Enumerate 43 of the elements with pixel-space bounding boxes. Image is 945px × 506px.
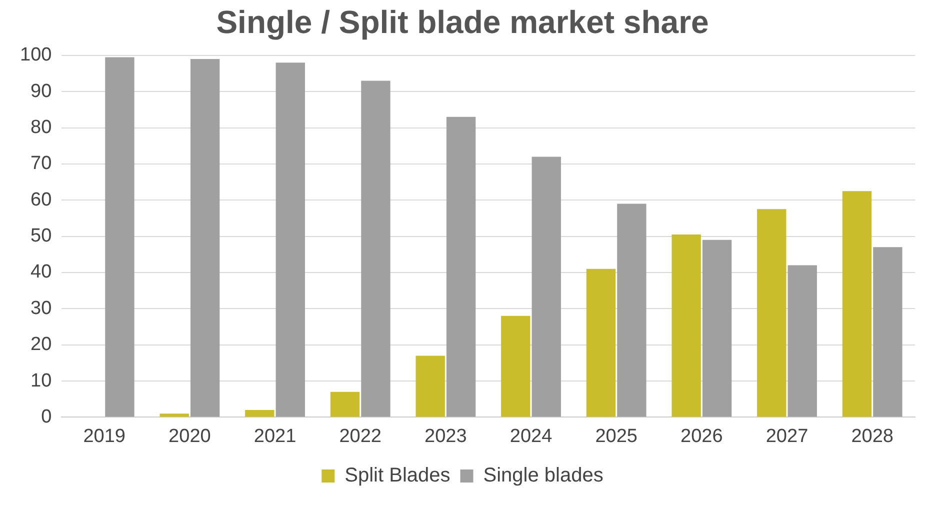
x-tick-label: 2028 [851,426,894,447]
bar [873,247,902,417]
bar [501,316,530,417]
legend-label: Single blades [483,464,604,487]
bar [190,59,220,417]
x-tick-label: 2023 [424,426,467,447]
x-tick-label: 2024 [510,426,553,447]
legend-label: Split Blades [344,464,450,487]
bar [842,191,872,417]
bar [105,57,134,417]
x-tick-label: 2021 [254,426,296,447]
bar [788,265,817,417]
bar [617,204,646,417]
bar [330,392,360,417]
bar [276,62,305,417]
y-tick-label: 70 [30,153,52,174]
bar [361,80,390,417]
bar [416,356,445,417]
y-tick-label: 30 [30,298,52,319]
x-tick-label: 2026 [680,426,723,447]
x-tick-label: 2019 [83,426,126,447]
y-tick-label: 0 [41,406,52,428]
chart-title: Single / Split blade market share [216,4,709,40]
x-tick-label: 2022 [339,426,382,447]
x-tick-label: 2025 [595,426,638,447]
y-tick-label: 10 [30,370,52,392]
y-tick-label: 20 [30,334,52,356]
bar [245,410,274,417]
y-tick-label: 40 [30,262,52,283]
bar [446,116,476,417]
bar [586,268,616,417]
x-tick-label: 2027 [766,426,808,447]
y-tick-label: 90 [30,80,52,102]
y-tick-label: 100 [20,44,52,66]
bar [702,240,732,417]
bar [160,414,189,417]
y-tick-label: 80 [30,116,52,138]
bar [757,209,786,417]
y-tick-label: 60 [30,189,52,210]
bar [672,234,701,417]
y-tick-label: 50 [30,226,52,247]
bar [532,156,561,417]
x-tick-label: 2020 [168,426,211,447]
